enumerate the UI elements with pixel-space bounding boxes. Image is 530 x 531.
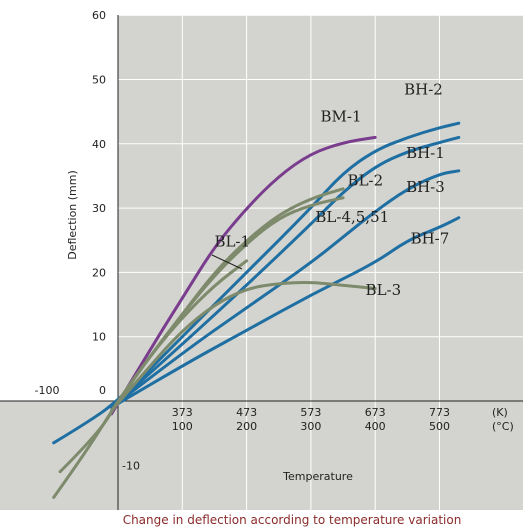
- x-tick-kelvin-400: 673: [365, 406, 386, 419]
- series-label-bh-7: BH-7: [411, 229, 450, 247]
- y-tick-label-60: 60: [92, 9, 106, 22]
- plot-area-background: [118, 15, 523, 510]
- x-tick-celsius-100: 100: [172, 420, 193, 433]
- x-unit-kelvin: (K): [492, 406, 508, 419]
- x-tick-kelvin-200: 473: [236, 406, 257, 419]
- x-tick-celsius-300: 300: [300, 420, 321, 433]
- x-tick-celsius-400: 400: [365, 420, 386, 433]
- series-line-bl-1: [52, 259, 249, 499]
- x-tick-kelvin-300: 573: [300, 406, 321, 419]
- chart-caption: Change in deflection according to temper…: [123, 513, 462, 527]
- y-tick-label-0: 0: [99, 384, 106, 397]
- series-line-bl-3: [110, 281, 377, 413]
- series-line-bh-7: [110, 216, 461, 409]
- x-axis-label: Temperature: [282, 470, 353, 483]
- x-tick-celsius-500: 500: [429, 420, 450, 433]
- y-axis-label: Deflection (mm): [66, 170, 79, 260]
- axes: [0, 15, 523, 510]
- y-tick-label-40: 40: [92, 138, 106, 151]
- x-tick-kelvin-100: 373: [172, 406, 193, 419]
- series-line-bh-1: [110, 135, 461, 409]
- series-label-bh-1: BH-1: [406, 144, 445, 162]
- y-tick-label-50: 50: [92, 74, 106, 87]
- x-unit-celsius: (°C): [492, 420, 514, 433]
- series-labels: BM-1 BH-2 BH-1 BH-3 BH-7 BL-2 BL-4,5,51 BL-1 BL-…: [214, 80, 449, 299]
- series-lines: [52, 121, 461, 499]
- series-label-bm-1: BM-1: [321, 107, 362, 125]
- x-tick-celsius-200: 200: [236, 420, 257, 433]
- x-tick-label--100: -100: [35, 384, 60, 397]
- series-label-bl-3: BL-3: [366, 281, 402, 299]
- y-tick-label-20: 20: [92, 266, 106, 279]
- bl-1-leader-line: [211, 254, 243, 270]
- x-tick-kelvin-500: 773: [429, 406, 450, 419]
- series-line-bm-1: [110, 135, 377, 416]
- series-label-bh-3: BH-3: [406, 178, 445, 196]
- series-label-bl-1: BL-1: [214, 233, 250, 251]
- series-label-bh-2: BH-2: [404, 80, 443, 98]
- negative-quadrant-background: [0, 401, 118, 510]
- y-tick-labels: 60 50 40 30 20 10 0 -10: [92, 9, 140, 472]
- series-label-bl-2: BL-2: [348, 172, 384, 190]
- y-tick-label-10: 10: [92, 331, 106, 344]
- y-tick-label--10: -10: [122, 459, 140, 472]
- series-line-bh-3: [110, 169, 461, 409]
- series-label-bl-4-5-51: BL-4,5,51: [315, 208, 389, 226]
- y-tick-label-30: 30: [92, 202, 106, 215]
